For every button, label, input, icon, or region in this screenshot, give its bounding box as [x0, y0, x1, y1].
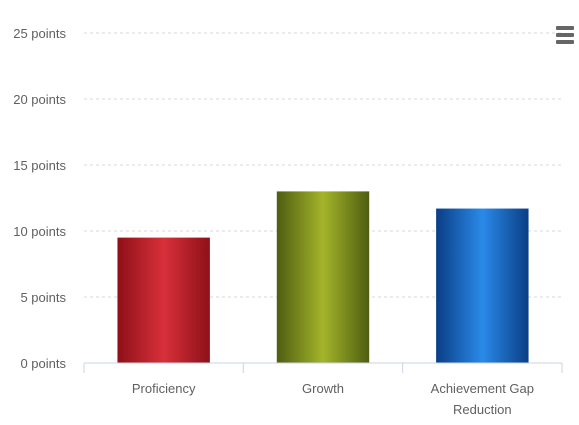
menu-line [556, 40, 574, 44]
y-tick-label: 25 points [13, 26, 66, 41]
menu-line [556, 26, 574, 30]
y-tick-label: 20 points [13, 92, 66, 107]
x-tick-label: Proficiency [132, 381, 196, 396]
x-tick-label: Achievement Gap Reduction [431, 381, 534, 417]
menu-line [556, 33, 574, 37]
y-tick-label: 0 points [20, 356, 66, 371]
bars [117, 191, 529, 363]
bar-achievement-gap-reduction[interactable] [436, 208, 529, 363]
x-axis [83, 362, 563, 373]
y-tick-label: 10 points [13, 224, 66, 239]
x-tick-label: Growth [302, 381, 344, 396]
y-tick-label: 5 points [20, 290, 66, 305]
hamburger-menu-icon[interactable] [555, 26, 575, 48]
y-tick-label: 15 points [13, 158, 66, 173]
bar-proficiency[interactable] [117, 237, 210, 363]
x-axis-labels: Proficiency Growth Achievement Gap Reductio… [132, 381, 534, 417]
bar-growth[interactable] [276, 191, 370, 363]
y-axis-ticks: 0 points 5 points 10 points 15 points 20 poi… [13, 26, 66, 371]
